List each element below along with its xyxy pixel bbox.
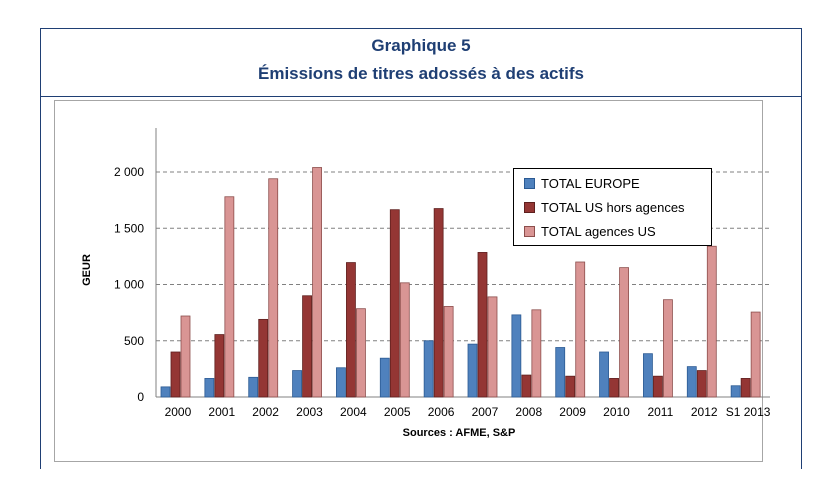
x-tick-label: 2003 bbox=[296, 405, 323, 419]
bar bbox=[389, 209, 400, 398]
chart-area bbox=[54, 100, 763, 462]
bar bbox=[555, 347, 566, 398]
x-tick-label: 2011 bbox=[647, 405, 673, 419]
legend-swatch bbox=[524, 201, 535, 213]
bar bbox=[706, 245, 717, 398]
bar bbox=[170, 351, 181, 398]
bar bbox=[521, 374, 532, 398]
bar bbox=[268, 178, 279, 398]
bar bbox=[575, 261, 586, 398]
title-divider bbox=[41, 96, 801, 97]
figure-frame: Graphique 5 Émissions de titres adossés … bbox=[40, 28, 802, 469]
legend-label: TOTAL agences US bbox=[541, 223, 656, 239]
legend-swatch bbox=[524, 177, 535, 189]
bar bbox=[379, 357, 390, 398]
y-tick-label: 0 bbox=[137, 390, 144, 404]
bar bbox=[204, 378, 215, 398]
x-tick-label: 2012 bbox=[691, 405, 718, 419]
bar bbox=[443, 306, 454, 398]
bar bbox=[292, 370, 302, 398]
figure-subtitle: Émissions de titres adossés à des actifs bbox=[258, 64, 584, 83]
x-tick-label: 2004 bbox=[340, 405, 367, 419]
x-axis-title: Sources : AFME, S&P bbox=[403, 427, 516, 439]
bar bbox=[511, 314, 522, 398]
x-tick-label: 2005 bbox=[384, 405, 411, 419]
bar bbox=[609, 378, 619, 398]
bar bbox=[248, 376, 259, 398]
legend-swatch bbox=[524, 225, 535, 237]
legend-label: TOTAL US hors agences bbox=[541, 199, 685, 215]
bar bbox=[356, 308, 366, 398]
bar bbox=[730, 385, 741, 398]
bar bbox=[653, 375, 663, 398]
y-tick-label: 1 500 bbox=[114, 221, 144, 235]
y-tick-label: 2 000 bbox=[114, 165, 144, 179]
x-tick-label: 2008 bbox=[515, 405, 542, 419]
y-axis-title: GEUR bbox=[81, 254, 93, 286]
bar bbox=[336, 367, 346, 398]
x-tick-label: 2010 bbox=[603, 405, 630, 419]
figure-title: Graphique 5 bbox=[371, 36, 471, 55]
bar bbox=[740, 378, 751, 398]
chart-legend: TOTAL EUROPE TOTAL US hors agences TOTAL… bbox=[513, 168, 712, 246]
bar bbox=[312, 167, 322, 398]
bar bbox=[565, 375, 576, 398]
bar bbox=[467, 343, 478, 398]
bar bbox=[346, 262, 356, 398]
bar bbox=[531, 309, 542, 398]
x-tick-label: 2001 bbox=[208, 405, 235, 419]
bar bbox=[696, 370, 707, 398]
bar bbox=[487, 296, 498, 398]
bar bbox=[224, 196, 235, 398]
bar bbox=[599, 351, 609, 398]
bar bbox=[399, 282, 410, 398]
legend-item-us-hors-agences: TOTAL US hors agences bbox=[524, 199, 685, 215]
bar bbox=[750, 311, 761, 398]
bar bbox=[214, 334, 225, 398]
x-tick-label: 2006 bbox=[428, 405, 455, 419]
bar bbox=[302, 295, 312, 398]
bar bbox=[619, 267, 629, 398]
x-tick-label: 2009 bbox=[559, 405, 586, 419]
x-tick-label: S1 2013 bbox=[726, 405, 771, 419]
bar bbox=[477, 252, 488, 398]
x-tick-label: 2002 bbox=[252, 405, 279, 419]
legend-item-europe: TOTAL EUROPE bbox=[524, 175, 640, 191]
bar bbox=[433, 208, 444, 398]
legend-item-agences-us: TOTAL agences US bbox=[524, 223, 656, 239]
bar bbox=[160, 386, 171, 398]
legend-label: TOTAL EUROPE bbox=[541, 175, 640, 191]
y-tick-label: 1 000 bbox=[114, 278, 144, 292]
bar bbox=[258, 318, 269, 398]
x-tick-label: 2007 bbox=[472, 405, 499, 419]
bar bbox=[643, 353, 653, 398]
bar bbox=[180, 315, 191, 398]
y-tick-label: 500 bbox=[124, 334, 144, 348]
bar bbox=[663, 299, 673, 398]
bar bbox=[423, 340, 434, 398]
x-tick-label: 2000 bbox=[165, 405, 192, 419]
bar bbox=[686, 366, 697, 398]
